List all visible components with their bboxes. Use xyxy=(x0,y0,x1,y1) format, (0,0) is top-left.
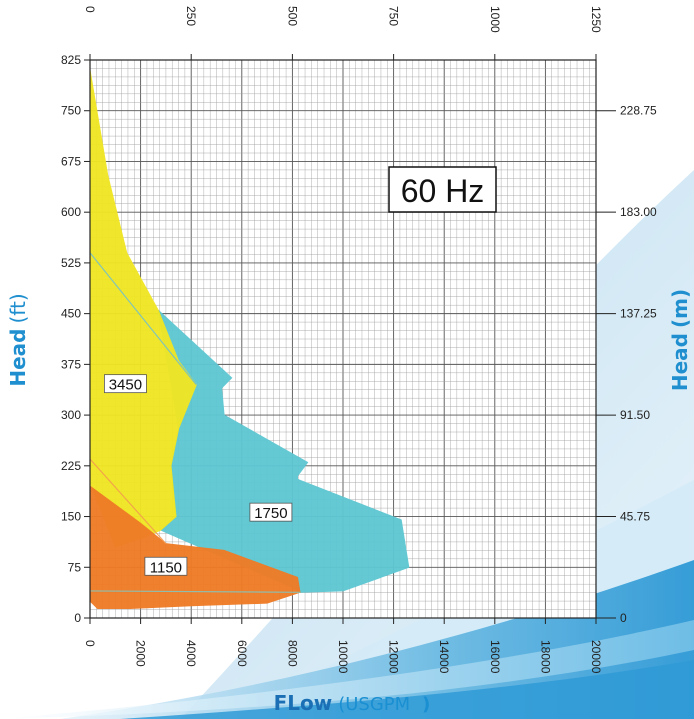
bottom-tick-label: 14000 xyxy=(437,640,451,674)
left-tick-label: 600 xyxy=(61,205,81,219)
bottom-tick-label: 12000 xyxy=(387,640,401,674)
bottom-tick-label: 4000 xyxy=(184,640,198,667)
y-axis-left-unit: (ft) xyxy=(6,293,30,323)
y-axis-right-main: Head xyxy=(668,333,692,391)
y-axis-left-main: Head xyxy=(6,329,30,387)
y-axis-left-title: Head (ft) xyxy=(6,293,30,386)
bottom-tick-label: 6000 xyxy=(235,640,249,667)
bottom-tick-label: 2000 xyxy=(134,640,148,667)
top-axis-ticks: 0 250 500 750 1000 1250 xyxy=(83,6,603,60)
left-tick-label: 150 xyxy=(61,510,81,524)
series-area-1150 xyxy=(89,485,301,609)
series-layer xyxy=(89,70,410,609)
top-tick-label: 250 xyxy=(184,6,198,26)
bottom-tick-label: 8000 xyxy=(285,640,299,667)
top-tick-label: 1250 xyxy=(589,6,603,33)
x-axis-unit-close: ) xyxy=(422,694,430,715)
left-tick-label: 750 xyxy=(61,104,81,118)
left-tick-label: 0 xyxy=(74,611,81,625)
bottom-tick-label: 16000 xyxy=(488,640,502,674)
left-tick-label: 225 xyxy=(61,459,81,473)
left-tick-label: 75 xyxy=(68,560,82,574)
top-tick-label: 750 xyxy=(387,6,401,26)
left-tick-label: 375 xyxy=(61,357,81,371)
left-tick-label: 825 xyxy=(61,53,81,67)
left-tick-label: 525 xyxy=(61,256,81,270)
y-axis-right-title: Head (m) xyxy=(668,289,692,391)
right-tick-label: 0 xyxy=(620,611,627,625)
y-axis-right-unit: (m) xyxy=(668,289,692,328)
series-label-1750: 1750 xyxy=(254,505,287,522)
right-tick-label: 228.75 xyxy=(620,104,657,118)
top-tick-label: 0 xyxy=(83,6,97,13)
right-axis-ticks: 0 45.75 91.50 137.25 183.00 228.75 xyxy=(596,104,657,625)
bottom-tick-label: 18000 xyxy=(538,640,552,674)
frequency-label: 60 Hz xyxy=(401,173,485,209)
right-tick-label: 137.25 xyxy=(620,307,657,321)
x-axis-unit-open: (USGPM xyxy=(338,694,410,715)
series-label-box-3450 xyxy=(104,374,147,394)
left-tick-label: 300 xyxy=(61,408,81,422)
frequency-box: 60 Hz xyxy=(388,166,497,213)
right-tick-label: 91.50 xyxy=(620,408,650,422)
bottom-tick-label: 20000 xyxy=(589,640,603,674)
left-tick-label: 450 xyxy=(61,307,81,321)
bottom-tick-label: 0 xyxy=(83,640,97,647)
x-axis-title: FLow (USGPM) xyxy=(274,691,431,715)
bottom-axis-ticks: 0 2000 4000 6000 8000 10000 12000 14000 16000 180… xyxy=(83,618,603,674)
right-tick-label: 183.00 xyxy=(620,205,657,219)
x-axis-main: FLow xyxy=(274,691,333,715)
series-label-box-1150 xyxy=(144,556,188,576)
series-label-1150: 1150 xyxy=(150,559,182,576)
top-tick-label: 1000 xyxy=(488,6,502,33)
left-axis-ticks: 0 75 150 225 300 375 450 525 600 675 750 825 xyxy=(61,53,90,625)
series-label-box-1750 xyxy=(249,502,293,522)
curve-line-0 xyxy=(89,252,197,386)
curve-line-2 xyxy=(89,590,300,593)
bottom-tick-label: 10000 xyxy=(336,640,350,674)
left-tick-label: 675 xyxy=(61,154,81,168)
curve-line-1 xyxy=(89,458,167,545)
series-labels: 1750 3450 1150 xyxy=(104,374,293,576)
right-tick-label: 45.75 xyxy=(620,510,650,524)
top-tick-label: 500 xyxy=(285,6,299,26)
series-label-3450: 3450 xyxy=(109,377,142,394)
